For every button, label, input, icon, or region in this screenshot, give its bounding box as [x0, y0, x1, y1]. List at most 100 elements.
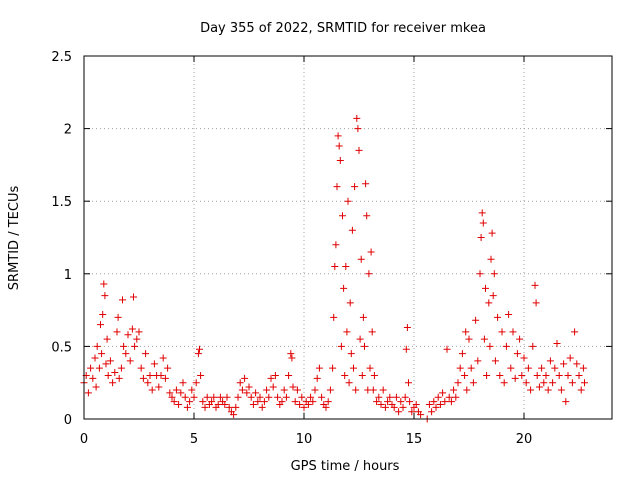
data-point	[375, 393, 383, 401]
data-point	[581, 379, 588, 387]
data-point	[326, 386, 334, 394]
data-point	[260, 398, 268, 406]
data-point	[579, 364, 587, 372]
data-point	[271, 371, 279, 379]
data-point	[532, 299, 540, 307]
data-point	[236, 379, 244, 387]
data-point	[408, 408, 416, 416]
data-point	[324, 398, 332, 406]
data-point	[502, 342, 510, 350]
data-point	[454, 379, 462, 387]
data-point	[139, 374, 147, 382]
data-point	[111, 369, 119, 377]
data-point	[439, 389, 447, 397]
data-point	[100, 280, 108, 288]
data-point	[511, 374, 519, 382]
data-point	[357, 255, 365, 263]
data-point	[339, 212, 346, 220]
y-tick-label: 1.5	[51, 195, 72, 210]
data-point	[346, 299, 354, 307]
data-point	[405, 379, 412, 387]
data-point	[179, 379, 187, 387]
data-point	[98, 350, 106, 358]
data-point	[131, 342, 139, 350]
data-point	[461, 371, 469, 379]
data-point	[546, 357, 554, 365]
data-point	[133, 335, 141, 343]
data-point	[542, 371, 550, 379]
data-point	[386, 393, 394, 401]
data-point	[365, 270, 373, 278]
data-point	[474, 357, 482, 365]
y-tick-label: 0	[64, 413, 72, 428]
data-point	[483, 371, 491, 379]
y-tick-label: 2	[64, 123, 72, 138]
data-point	[214, 400, 222, 408]
data-point	[390, 403, 398, 411]
data-point	[434, 393, 442, 401]
data-point	[252, 389, 260, 397]
data-point	[342, 263, 350, 271]
data-point	[247, 393, 255, 401]
data-point	[509, 328, 517, 336]
data-point	[238, 386, 246, 394]
data-point	[350, 364, 357, 372]
data-point	[430, 398, 438, 406]
data-point	[144, 379, 152, 387]
data-point	[379, 386, 387, 394]
data-point	[304, 400, 312, 408]
data-point	[249, 400, 257, 408]
data-point	[263, 386, 271, 394]
data-point	[148, 386, 156, 394]
data-point	[225, 403, 233, 411]
data-point	[97, 321, 104, 329]
data-point	[313, 374, 321, 382]
data-point	[113, 328, 121, 336]
data-point	[89, 374, 97, 382]
data-point	[443, 345, 451, 353]
data-point	[258, 403, 266, 411]
data-point	[498, 328, 506, 336]
data-point	[155, 383, 163, 391]
data-point	[445, 393, 453, 401]
data-point	[381, 403, 389, 411]
data-point	[170, 398, 178, 406]
data-point	[500, 379, 508, 387]
data-point	[472, 316, 480, 324]
data-point	[392, 393, 400, 401]
data-point	[417, 411, 425, 419]
data-point	[181, 393, 189, 401]
data-point	[518, 371, 526, 379]
data-point	[348, 226, 356, 234]
data-point	[99, 310, 107, 318]
data-point	[544, 386, 552, 394]
data-point	[540, 379, 548, 387]
data-point	[450, 386, 458, 394]
x-tick-label: 15	[406, 432, 423, 447]
data-point	[289, 383, 297, 391]
data-point	[322, 403, 330, 411]
data-point	[91, 354, 99, 362]
data-point	[329, 364, 337, 372]
data-point	[282, 393, 290, 401]
data-point	[256, 393, 264, 401]
data-point	[522, 379, 530, 387]
data-point	[274, 393, 282, 401]
data-point	[463, 386, 471, 394]
data-point	[318, 393, 326, 401]
data-point	[296, 400, 304, 408]
data-point	[368, 328, 376, 336]
data-point	[345, 379, 353, 387]
data-point	[287, 350, 295, 358]
data-point	[351, 183, 359, 191]
data-point	[175, 400, 183, 408]
y-tick-label: 2.5	[51, 50, 72, 65]
data-point	[352, 386, 360, 394]
data-point	[384, 398, 392, 406]
data-point	[369, 386, 377, 394]
data-point	[307, 393, 315, 401]
data-point	[334, 132, 342, 140]
data-point	[412, 400, 420, 408]
data-point	[159, 354, 167, 362]
data-point	[103, 335, 111, 343]
